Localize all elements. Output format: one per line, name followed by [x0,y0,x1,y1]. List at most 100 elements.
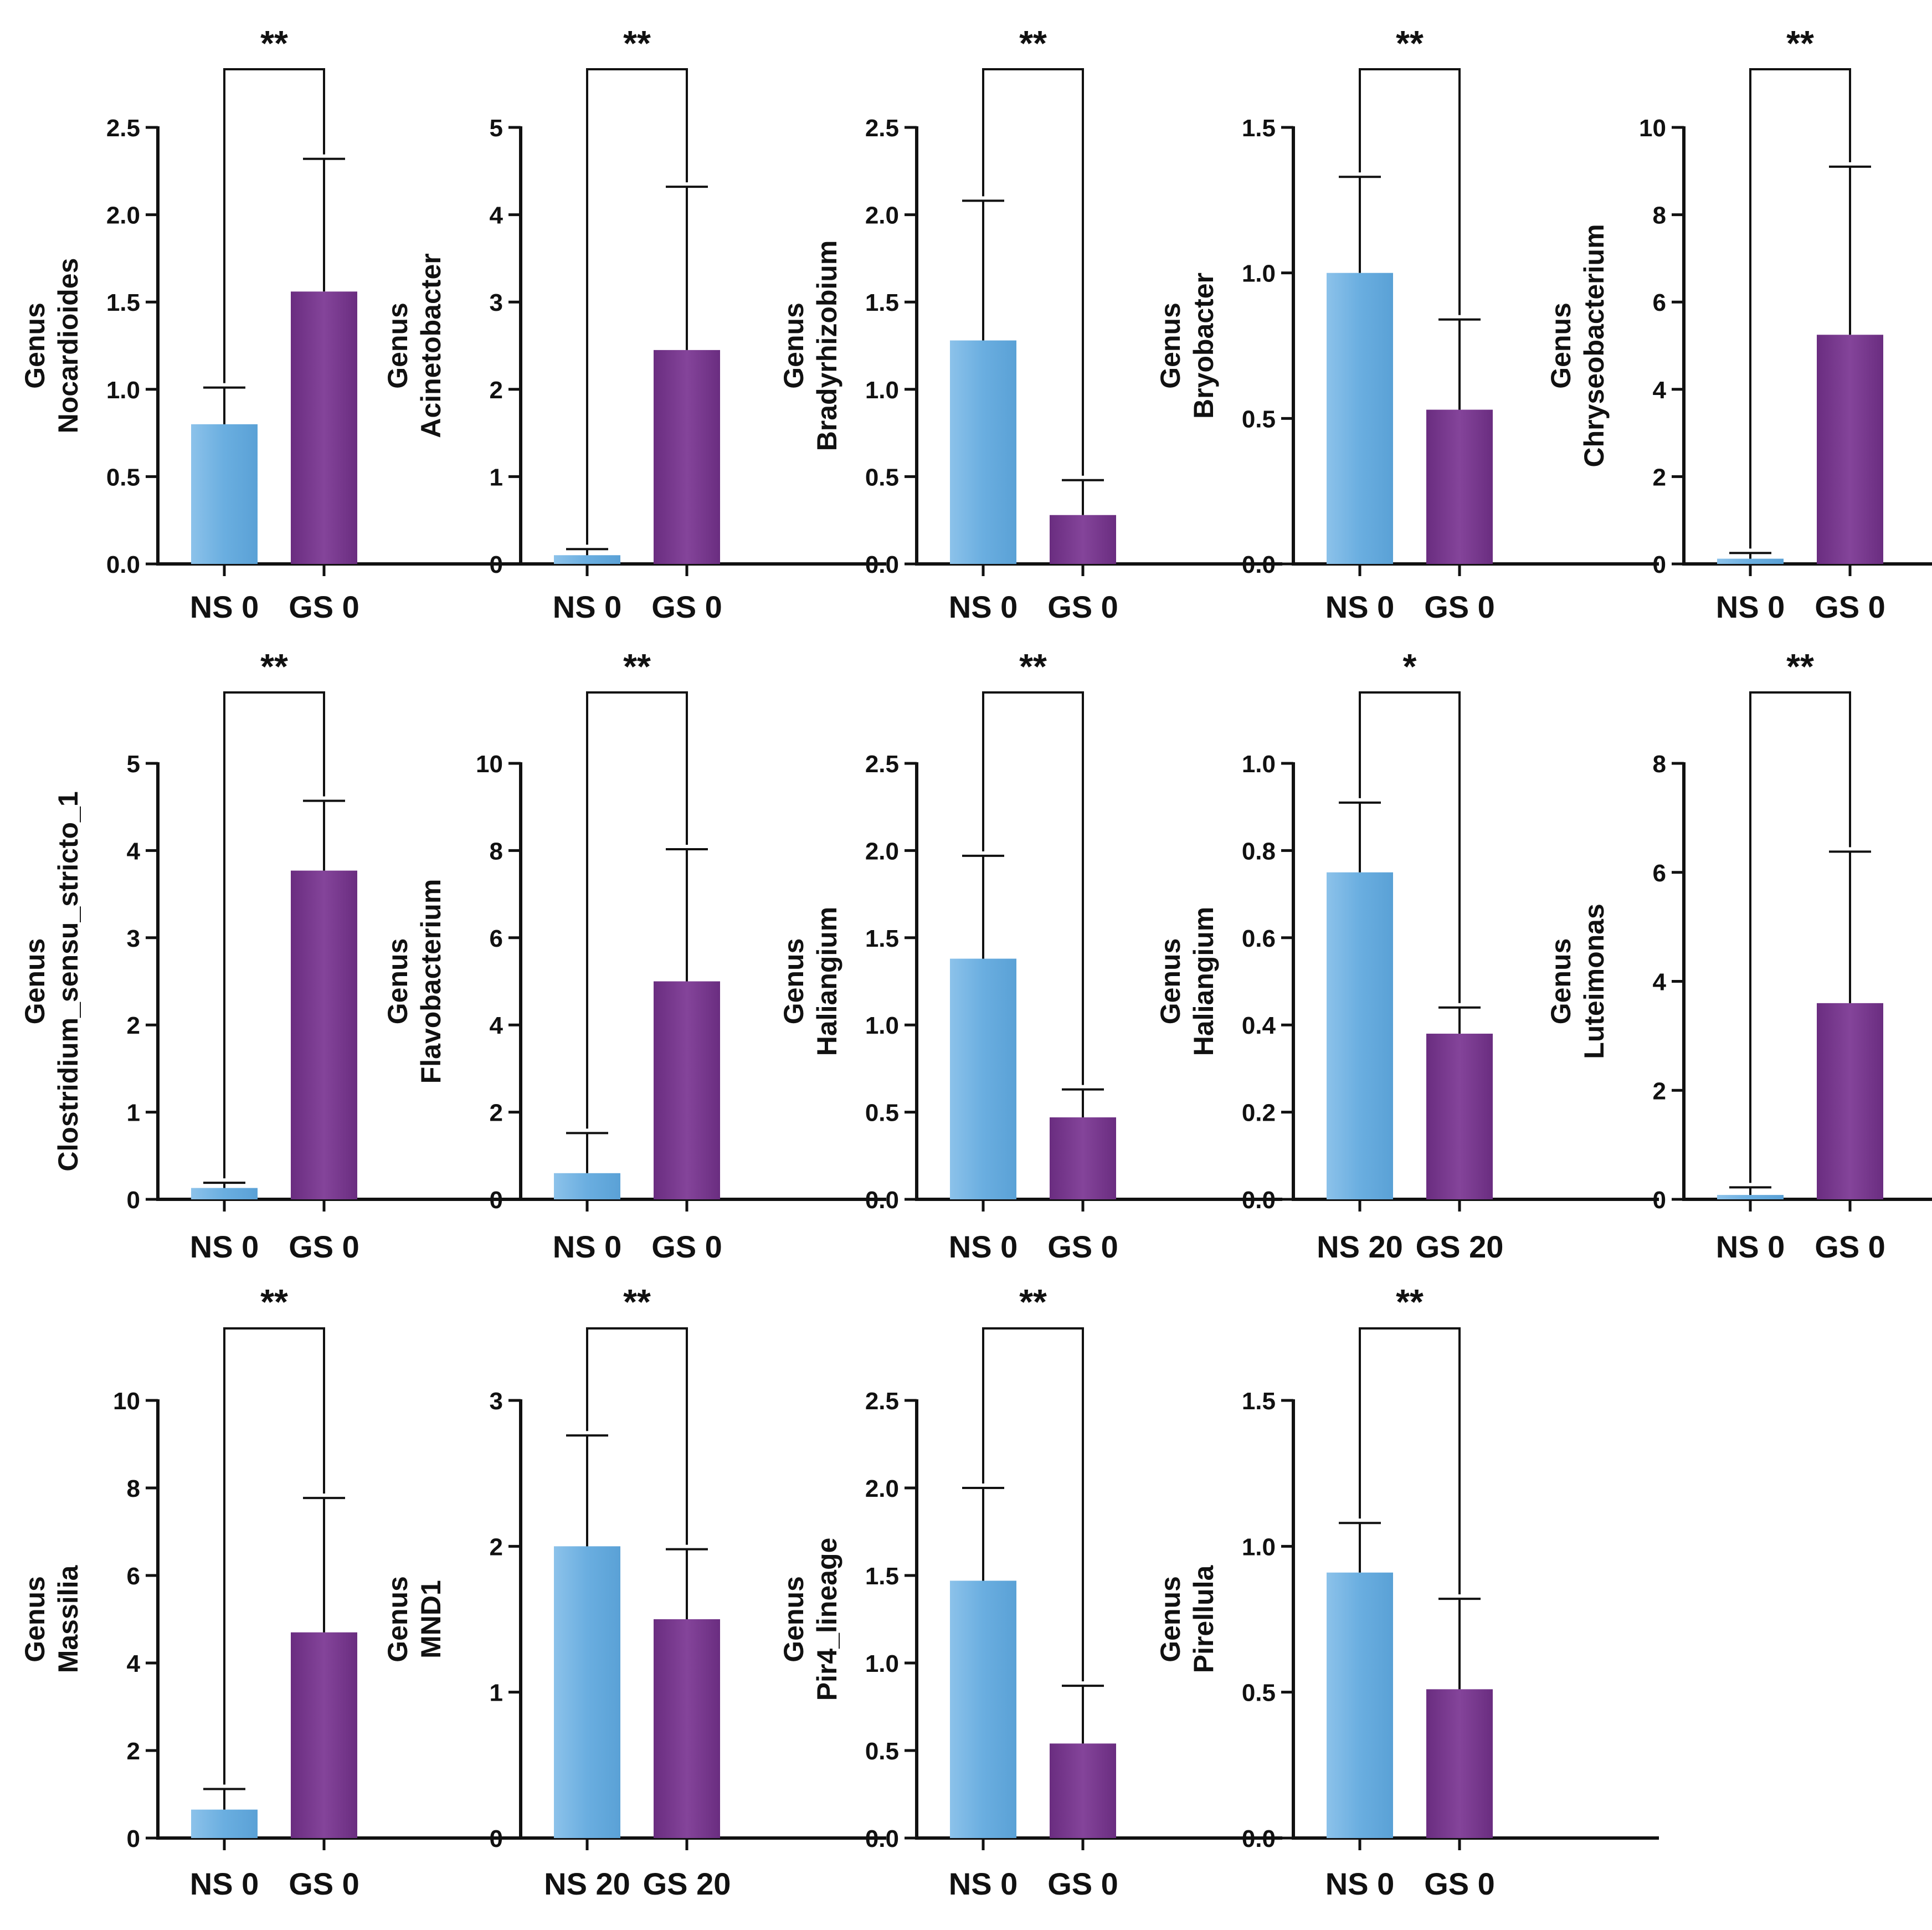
y-axis-label-line2: Haliangium [1188,907,1219,1056]
y-tick-label: 1.0 [1242,260,1276,288]
y-tick-label: 2 [490,377,503,404]
y-tick-label: 3 [127,925,140,952]
significance-bracket [223,1327,325,1785]
significance-label: ** [260,23,288,63]
y-tick-label: 0.0 [865,1825,899,1852]
y-axis-label-line1: Genus [778,938,809,1025]
y-tick-label: 6 [490,925,503,952]
bar-ns [554,1546,620,1838]
y-tick-label: 4 [1653,969,1667,996]
bar-ns [554,1173,620,1199]
y-tick-label: 1.5 [865,925,899,952]
significance-label: ** [1786,646,1814,686]
chart-panel-10: 0 2 4 6 8 Genus Luteimonas NS 0 GS 0 ** [1545,646,1932,1264]
y-tick-label: 4 [1653,377,1667,404]
bar-ns [950,1580,1016,1838]
y-tick-label: 1 [490,464,503,491]
y-axis-label-line2: Massilia [53,1565,84,1674]
y-tick-label: 1 [490,1680,503,1707]
bar-gs [1817,1003,1883,1199]
x-category-label: NS 0 [949,1866,1018,1901]
x-category-label: NS 20 [1317,1229,1403,1264]
y-tick-label: 2 [127,1012,140,1039]
y-tick-label: 0 [490,1825,503,1852]
y-tick-label: 8 [1653,751,1666,778]
y-tick-label: 2 [127,1738,140,1765]
x-category-label: NS 0 [1716,1229,1785,1264]
y-tick-label: 6 [1653,289,1666,316]
y-tick-label: 1.5 [1242,1388,1276,1415]
y-tick-label: 2.5 [106,115,140,142]
bar-ns [1327,872,1393,1199]
chart-panel-5: 0 2 4 6 8 10 Genus Chryseobacterium NS 0 GS 0 ** [1545,23,1932,624]
y-tick-label: 1.0 [865,377,899,404]
bar-ns [950,340,1016,564]
x-category-label: GS 0 [1047,1866,1118,1901]
y-tick-label: 1.5 [865,289,899,316]
y-tick-label: 10 [476,751,503,778]
y-axis-label-line2: Acinetobacter [415,253,446,438]
bar-gs [654,350,720,564]
y-tick-label: 0.8 [1242,838,1276,865]
significance-bracket [223,68,325,383]
y-tick-label: 2.5 [865,1388,899,1415]
y-tick-label: 2 [490,1100,503,1127]
x-category-label: NS 0 [1716,589,1785,624]
y-tick-label: 0.5 [865,1100,899,1127]
x-category-label: GS 0 [1815,1229,1885,1264]
y-axis-label-line2: Pir4_lineage [811,1538,842,1701]
y-axis-label-line1: Genus [19,302,50,389]
y-tick-label: 0.5 [106,464,140,491]
y-tick-label: 8 [490,838,503,865]
y-tick-label: 0.0 [1242,1187,1276,1214]
significance-label: ** [260,1282,288,1322]
x-category-label: NS 20 [544,1866,630,1901]
y-tick-label: 5 [127,751,140,778]
bar-gs [291,870,357,1199]
significance-label: ** [1019,646,1047,686]
y-tick-label: 1.0 [106,377,140,404]
significance-bracket [1359,68,1461,315]
y-axis-label-line1: Genus [1155,302,1186,389]
bar-gs [1426,1033,1493,1199]
y-tick-label: 0.2 [1242,1100,1276,1127]
y-tick-label: 6 [127,1563,140,1590]
significance-bracket [586,691,688,1129]
y-tick-label: 0 [490,551,503,578]
y-tick-label: 2.5 [865,115,899,142]
bar-gs [654,1619,720,1838]
bar-ns [950,958,1016,1199]
x-category-label: NS 0 [553,1229,622,1264]
bar-ns [1717,558,1784,564]
y-tick-label: 1.5 [106,289,140,316]
x-category-label: NS 0 [190,1229,259,1264]
x-category-label: GS 0 [289,589,359,624]
y-tick-label: 1.0 [865,1650,899,1677]
y-tick-label: 2 [1653,464,1666,491]
significance-bracket [223,691,325,1179]
bar-gs [1817,335,1883,564]
x-category-label: GS 20 [643,1866,731,1901]
y-tick-label: 1.5 [1242,115,1276,142]
x-category-label: GS 0 [1047,589,1118,624]
y-tick-label: 1.0 [1242,1533,1276,1561]
y-axis-label-line2: MND1 [415,1580,446,1659]
bar-gs [291,291,357,564]
x-category-label: NS 0 [949,589,1018,624]
y-axis-label-line1: Genus [382,938,413,1025]
y-tick-label: 6 [1653,860,1666,887]
y-axis-label-line2: Luteimonas [1579,904,1610,1059]
x-category-label: NS 0 [1325,1866,1395,1901]
y-axis-label-line1: Genus [1545,302,1576,389]
significance-label: ** [1396,1282,1424,1322]
y-tick-label: 4 [490,1012,503,1039]
bar-gs [654,981,720,1199]
y-tick-label: 10 [113,1388,140,1415]
x-category-label: GS 0 [1815,589,1885,624]
